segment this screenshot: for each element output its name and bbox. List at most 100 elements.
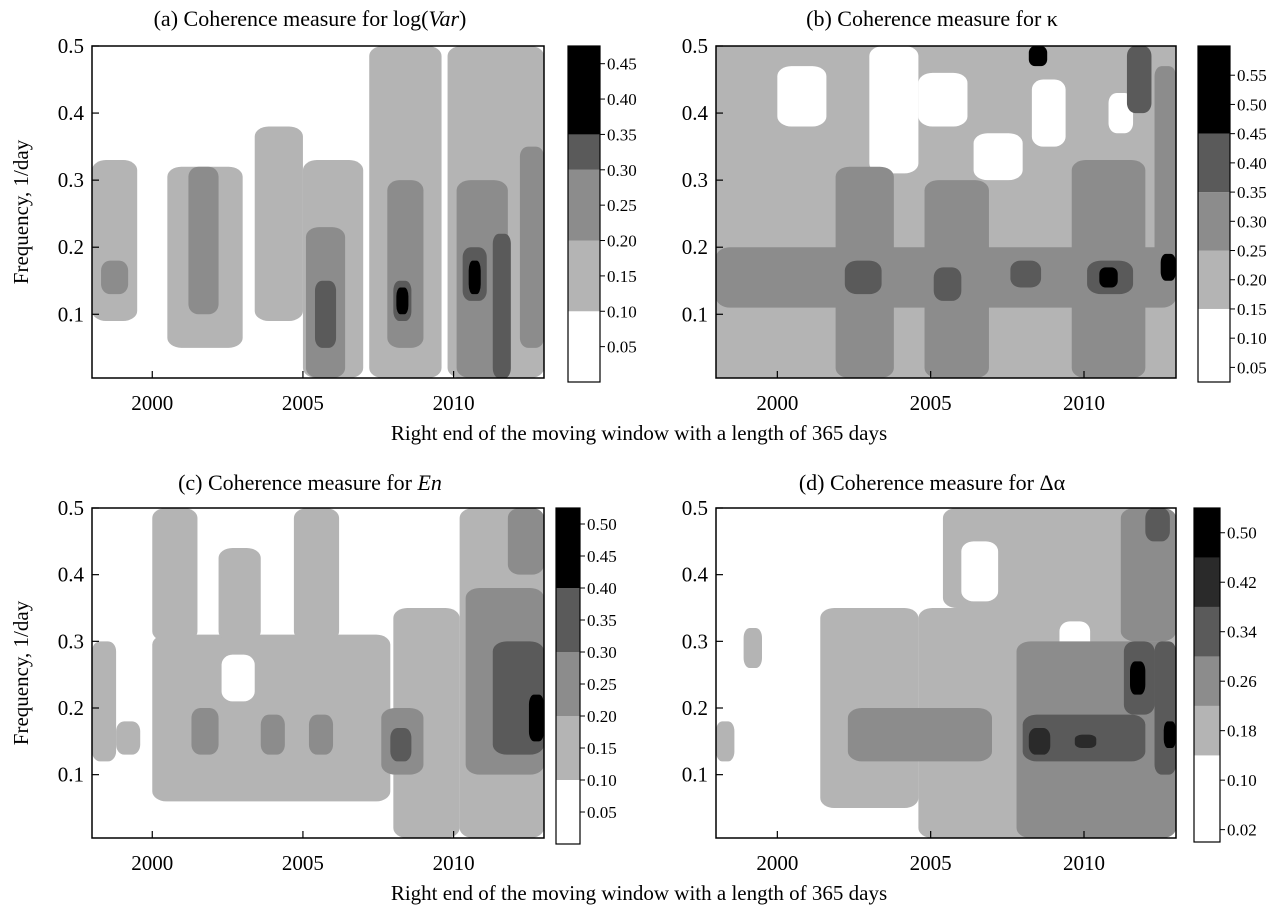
- coherence-region: [528, 694, 544, 742]
- colorbar: 0.02 0.10 0.18 0.26 0.34 0.42 0.50: [1193, 507, 1257, 843]
- y-tick-label: 0.1: [682, 302, 708, 326]
- colorbar-tick-label: 0.42: [1227, 573, 1257, 592]
- coherence-region: [1160, 253, 1176, 281]
- coherence-region: [116, 721, 141, 755]
- y-tick-label: 0.1: [58, 763, 84, 787]
- coherence-region: [507, 508, 544, 575]
- coherence-region: [1163, 721, 1176, 748]
- colorbar-tick-label: 0.40: [607, 90, 637, 109]
- colorbar-segment: [1194, 755, 1220, 842]
- coherence-region: [188, 166, 219, 315]
- x-tick-label: 2010: [1063, 851, 1105, 875]
- y-tick-label: 0.1: [682, 763, 708, 787]
- colorbar-tick-label: 0.20: [587, 707, 617, 726]
- coherence-region: [1028, 46, 1048, 67]
- y-tick-label: 0.3: [682, 168, 708, 192]
- colorbar-tick-label: 0.15: [587, 739, 617, 758]
- heatmap-area: [716, 508, 1176, 838]
- colorbar-frame: [555, 507, 581, 845]
- x-tick-label: 2000: [131, 391, 173, 415]
- colorbar: 0.05 0.10 0.15 0.20 0.25 0.30 0.35 0.40 0.45 0.50: [555, 507, 617, 845]
- colorbar-tick-label: 0.40: [1237, 154, 1267, 173]
- coherence-region: [468, 260, 481, 295]
- y-tick-label: 0.3: [58, 629, 84, 653]
- heatmap-area: [92, 46, 544, 378]
- colorbar: 0.05 0.10 0.15 0.20 0.25 0.30 0.35 0.40 0.45 0.50…: [1197, 45, 1267, 383]
- plot-frame: [91, 45, 545, 379]
- y-tick-label: 0.1: [58, 302, 84, 326]
- coherence-region: [293, 508, 340, 642]
- y-tick-label: 0.4: [58, 563, 85, 587]
- colorbar-segment: [1194, 705, 1220, 756]
- colorbar-segment: [1194, 656, 1220, 706]
- colorbar-segment: [1198, 308, 1230, 382]
- heatmap-area: [92, 508, 544, 838]
- colorbar-segment: [568, 46, 600, 135]
- title-text: (c) Coherence measure for: [178, 470, 417, 495]
- coherence-region: [844, 260, 882, 295]
- colorbar-segment: [556, 508, 580, 588]
- colorbar-tick-label: 0.50: [1237, 95, 1267, 114]
- colorbar-segment: [1198, 250, 1230, 309]
- colorbar-segment: [556, 652, 580, 716]
- colorbar-tick-label: 0.25: [1237, 242, 1267, 261]
- colorbar-segment: [568, 169, 600, 241]
- coherence-region: [1120, 508, 1176, 642]
- colorbar-frame: [1197, 45, 1231, 383]
- colorbar-segment: [568, 311, 600, 382]
- colorbar-tick-label: 0.05: [607, 338, 637, 357]
- y-tick-label: 0.4: [58, 101, 85, 125]
- colorbar-segment: [1194, 606, 1220, 657]
- panel-a: (a) Coherence measure for log(Var) 0.1 0.2…: [9, 6, 637, 415]
- x-tick-label: 2000: [756, 851, 798, 875]
- colorbar-tick-label: 0.45: [1237, 125, 1267, 144]
- title-text: (a) Coherence measure for log: [154, 6, 422, 31]
- coherence-region: [314, 280, 337, 348]
- coherence-region: [942, 508, 1176, 608]
- coherence-region: [191, 708, 219, 755]
- title-text: (b) Coherence measure for κ: [806, 6, 1058, 31]
- colorbar-tick-label: 0.40: [587, 579, 617, 598]
- coherence-region: [1099, 267, 1118, 288]
- coherence-region: [1154, 641, 1176, 775]
- coherence-region: [221, 654, 255, 702]
- x-tick-label: 2000: [131, 851, 173, 875]
- coherence-region: [396, 287, 409, 315]
- coherence-region: [1126, 46, 1152, 114]
- heatmap-area: [716, 46, 1176, 378]
- coherence-region: [260, 714, 285, 755]
- panel-c: (c) Coherence measure for En 0.1 0.2 0.3 0.4…: [9, 470, 617, 875]
- colorbar-tick-label: 0.05: [1237, 358, 1267, 377]
- x-axis-label: Right end of the moving window with a le…: [391, 881, 887, 905]
- coherence-region: [933, 267, 962, 301]
- colorbar-tick-label: 0.05: [587, 803, 617, 822]
- panel-d: (d) Coherence measure for Δα 0.1 0.2 0.3 0.4…: [391, 470, 1257, 905]
- colorbar-segment: [1194, 557, 1220, 607]
- coherence-region: [152, 508, 198, 642]
- coherence-region: [1154, 66, 1176, 301]
- colorbar-tick-label: 0.45: [607, 55, 637, 74]
- colorbar-tick-label: 0.34: [1227, 623, 1257, 642]
- colorbar-tick-label: 0.35: [587, 611, 617, 630]
- coherence-region: [390, 728, 412, 762]
- coherence-region: [1010, 260, 1042, 288]
- coherence-region: [92, 160, 138, 321]
- colorbar-segment: [1194, 508, 1220, 558]
- panel-title: (d) Coherence measure for Δα: [799, 470, 1066, 495]
- coherence-region: [254, 126, 303, 321]
- coherence-region: [1074, 734, 1097, 748]
- y-tick-label: 0.4: [682, 101, 709, 125]
- title-italic: En: [416, 470, 441, 495]
- plot-frame: [91, 507, 545, 839]
- colorbar-tick-label: 0.10: [1227, 771, 1257, 790]
- colorbar-segment: [556, 780, 580, 844]
- y-axis-label: Frequency, 1/day: [9, 139, 33, 284]
- coherence-region: [777, 66, 827, 127]
- colorbar-tick-label: 0.20: [1237, 271, 1267, 290]
- x-axis-label: Right end of the moving window with a le…: [391, 421, 887, 445]
- colorbar-segment: [1198, 46, 1230, 134]
- colorbar-tick-label: 0.35: [607, 125, 637, 144]
- y-tick-label: 0.5: [682, 496, 708, 520]
- colorbar-tick-label: 0.25: [607, 196, 637, 215]
